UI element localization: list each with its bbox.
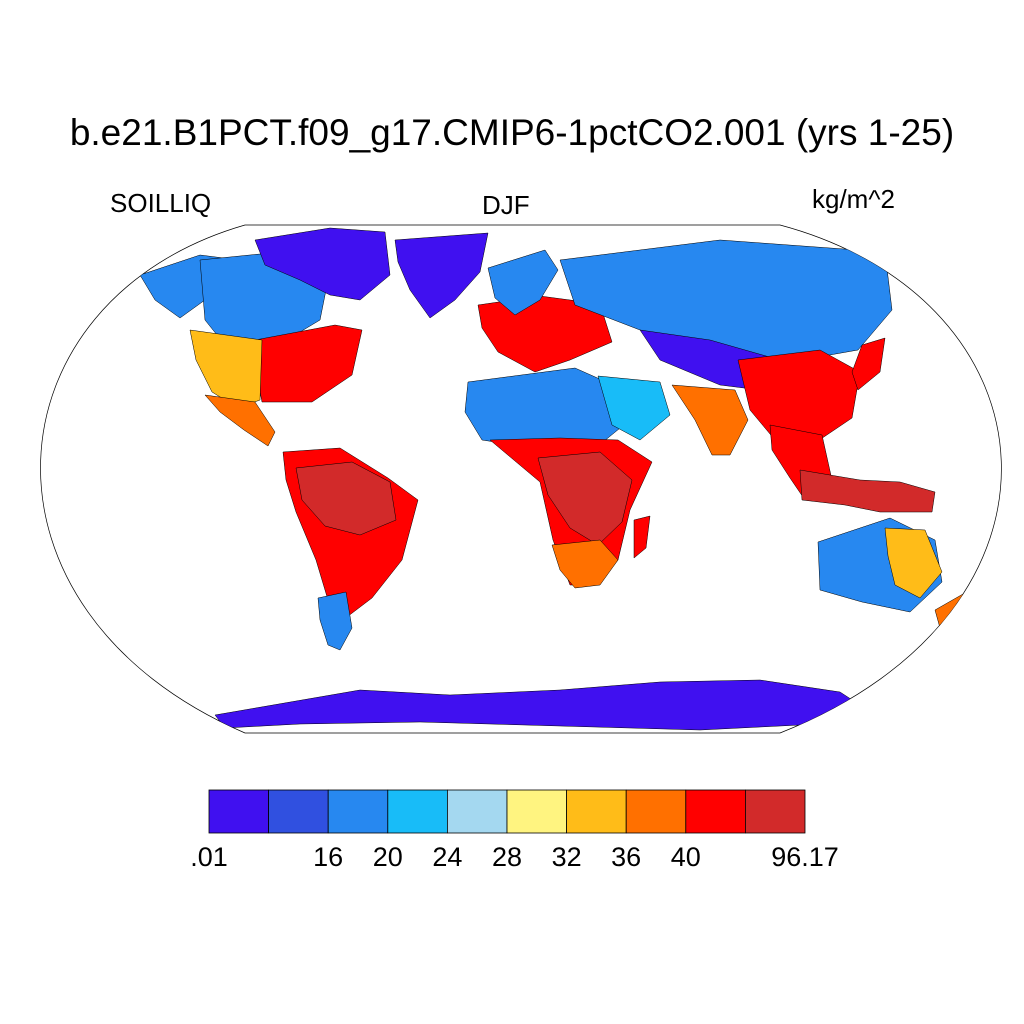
season-label: DJF bbox=[482, 190, 530, 220]
region-central-africa bbox=[537, 451, 633, 546]
colorbar-swatch-5 bbox=[506, 789, 567, 834]
region-mexico bbox=[204, 394, 276, 447]
region-scandinavia bbox=[487, 249, 559, 316]
region-china bbox=[737, 349, 861, 446]
colorbar-swatch-7 bbox=[625, 789, 687, 834]
colorbar-swatch-4 bbox=[446, 789, 508, 834]
colorbar-label: 32 bbox=[551, 842, 582, 872]
colorbar-swatch-2 bbox=[327, 789, 389, 834]
colorbar-label: 24 bbox=[432, 842, 463, 872]
colorbar-swatch-9 bbox=[745, 789, 806, 834]
colorbar-swatch-0 bbox=[208, 789, 269, 834]
region-india bbox=[671, 384, 749, 456]
map-title: b.e21.B1PCT.f09_g17.CMIP6-1pctCO2.001 (y… bbox=[69, 112, 955, 153]
region-australia-east bbox=[884, 527, 943, 599]
variable-label: SOILLIQ bbox=[110, 188, 212, 218]
colorbar-label: 36 bbox=[611, 842, 642, 872]
colorbar-swatch-6 bbox=[566, 789, 627, 834]
region-japan bbox=[851, 337, 886, 391]
colorbar-label: 28 bbox=[491, 842, 523, 872]
colorbar-swatch-1 bbox=[268, 789, 329, 834]
units-label: kg/m^2 bbox=[812, 184, 896, 214]
region-canadian-arctic bbox=[254, 227, 391, 301]
region-europe bbox=[477, 295, 613, 373]
colorbar-label: 96.17 bbox=[771, 842, 839, 872]
colorbar-label: .01 bbox=[190, 842, 228, 872]
region-madagascar bbox=[633, 515, 651, 559]
colorbar bbox=[208, 789, 806, 834]
colorbar-label: 16 bbox=[313, 842, 344, 872]
region-indonesia bbox=[799, 469, 936, 513]
region-patagonia bbox=[317, 591, 353, 651]
colorbar-label: 20 bbox=[372, 842, 403, 872]
colorbar-label: 40 bbox=[670, 842, 701, 872]
region-arabia bbox=[597, 375, 671, 441]
region-greenland bbox=[394, 232, 489, 319]
colorbar-swatch-3 bbox=[387, 789, 448, 834]
colorbar-swatch-8 bbox=[685, 789, 746, 834]
region-amazon bbox=[295, 461, 397, 536]
region-south-africa bbox=[551, 539, 619, 589]
